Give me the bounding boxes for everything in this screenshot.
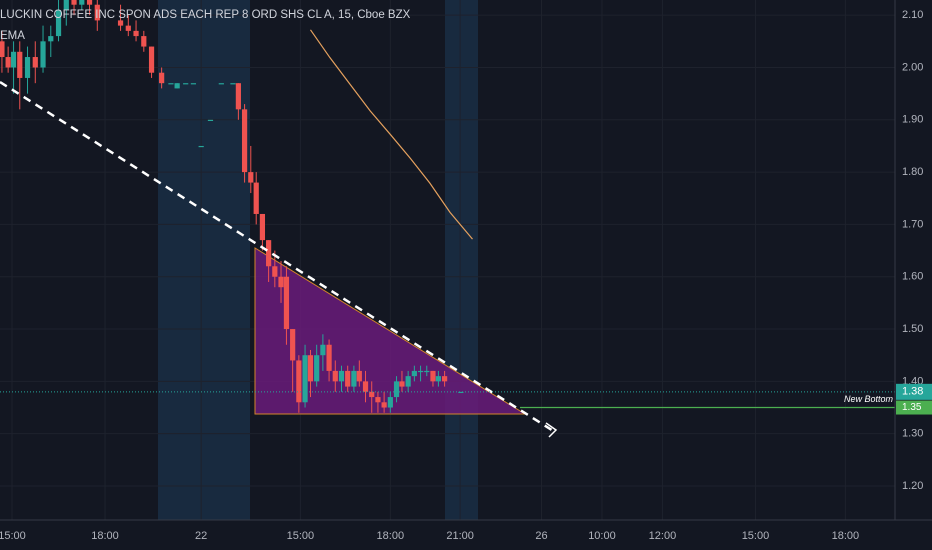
- candle-body: [133, 30, 139, 37]
- x-tick-label: 12:00: [649, 530, 677, 542]
- candle-body: [218, 83, 224, 85]
- x-tick-label: 26: [535, 530, 547, 542]
- candle-body: [71, 0, 77, 5]
- candle-body: [290, 329, 296, 361]
- candle-body: [248, 172, 254, 183]
- x-tick-label: 15:00: [287, 530, 315, 542]
- session-shade: [158, 0, 250, 520]
- candle-body: [235, 83, 241, 110]
- y-tick-label: 1.50: [902, 323, 923, 335]
- session-shade: [445, 0, 478, 520]
- candle-body: [94, 4, 100, 21]
- trendline: [0, 80, 556, 434]
- candle-body: [183, 83, 189, 85]
- candle-body: [40, 41, 46, 68]
- y-tick-label: 1.80: [902, 166, 923, 178]
- last-price-label: 1.38: [902, 386, 923, 398]
- candle-body: [362, 381, 369, 392]
- x-tick-label: 21:00: [446, 530, 474, 542]
- candle-body: [356, 370, 362, 382]
- y-tick-label: 2.00: [902, 61, 923, 73]
- triangle-drawing: [254, 247, 527, 415]
- y-tick-label: 1.70: [902, 218, 923, 230]
- arrow-head: [545, 422, 558, 438]
- candle-body: [117, 20, 124, 26]
- x-tick-label: 15:00: [742, 530, 770, 542]
- candle-body: [24, 57, 31, 78]
- candle-body: [63, 0, 69, 10]
- y-tick-label: 1.20: [902, 480, 923, 492]
- candle-body: [10, 51, 17, 68]
- candle-body: [441, 376, 448, 382]
- candle-body: [424, 370, 430, 373]
- candle-body: [159, 72, 165, 84]
- x-tick-label: 22: [195, 530, 207, 542]
- x-tick-label: 18:00: [91, 530, 119, 542]
- candle-body: [338, 370, 345, 382]
- candle-body: [198, 145, 204, 148]
- candle-body: [79, 0, 85, 5]
- x-tick-label: 18:00: [832, 530, 860, 542]
- chart-title: LUCKIN COFFEE INC SPON ADS EACH REP 8 OR…: [0, 9, 411, 21]
- candle-body: [0, 41, 5, 58]
- candle-body: [393, 381, 400, 398]
- ema-line: [309, 29, 473, 240]
- last-price-badge: [896, 383, 932, 400]
- candle-body: [278, 276, 284, 288]
- candle-body: [417, 370, 424, 373]
- candle-body: [296, 360, 302, 403]
- level-value-label: 1.35: [902, 402, 922, 413]
- y-tick-label: 1.90: [902, 114, 923, 126]
- candle-body: [55, 9, 62, 37]
- legend-entry: EMA: [0, 30, 25, 42]
- candle-body: [48, 36, 54, 42]
- candle-body: [259, 213, 266, 241]
- candle-body: [241, 109, 248, 173]
- candle-body: [125, 25, 131, 31]
- candle-body: [190, 83, 197, 85]
- x-tick-label: 18:00: [377, 530, 405, 542]
- y-tick-label: 1.60: [902, 271, 923, 283]
- candle-body: [399, 381, 405, 387]
- candle-body: [5, 57, 11, 68]
- candle-body: [435, 376, 441, 382]
- candle-body: [148, 46, 155, 73]
- candle-body: [266, 240, 272, 267]
- candle-body: [430, 370, 436, 382]
- candle-body: [207, 119, 214, 121]
- y-tick-label: 2.10: [902, 9, 923, 21]
- candle-body: [405, 376, 411, 387]
- candle-body: [375, 397, 381, 403]
- candle-body: [320, 344, 326, 356]
- candle-body: [458, 391, 464, 394]
- candle-body: [86, 0, 93, 5]
- candle-body: [302, 355, 308, 403]
- candle-body: [174, 83, 180, 89]
- candle-body: [332, 370, 338, 382]
- x-tick-label: 10:00: [588, 530, 616, 542]
- candle-body: [411, 370, 417, 377]
- candle-body: [17, 51, 23, 78]
- candle-body: [141, 36, 147, 47]
- candle-body: [283, 276, 290, 330]
- candle-body: [369, 391, 375, 398]
- candle-body: [168, 83, 174, 85]
- candle-body: [326, 344, 332, 371]
- candle-body: [272, 266, 278, 277]
- level-badge: [896, 400, 932, 415]
- candle-body: [230, 83, 236, 85]
- level-label: New Bottom: [844, 394, 894, 404]
- candle-body: [351, 370, 357, 387]
- candle-body: [387, 397, 393, 408]
- candle-body: [253, 182, 259, 214]
- x-tick-label: 15:00: [0, 530, 26, 542]
- candle-body: [381, 402, 387, 408]
- y-tick-label: 1.30: [902, 428, 923, 440]
- candle-body: [307, 355, 314, 382]
- candle-body: [32, 57, 38, 68]
- candle-body: [314, 355, 320, 382]
- candle-body: [345, 370, 351, 387]
